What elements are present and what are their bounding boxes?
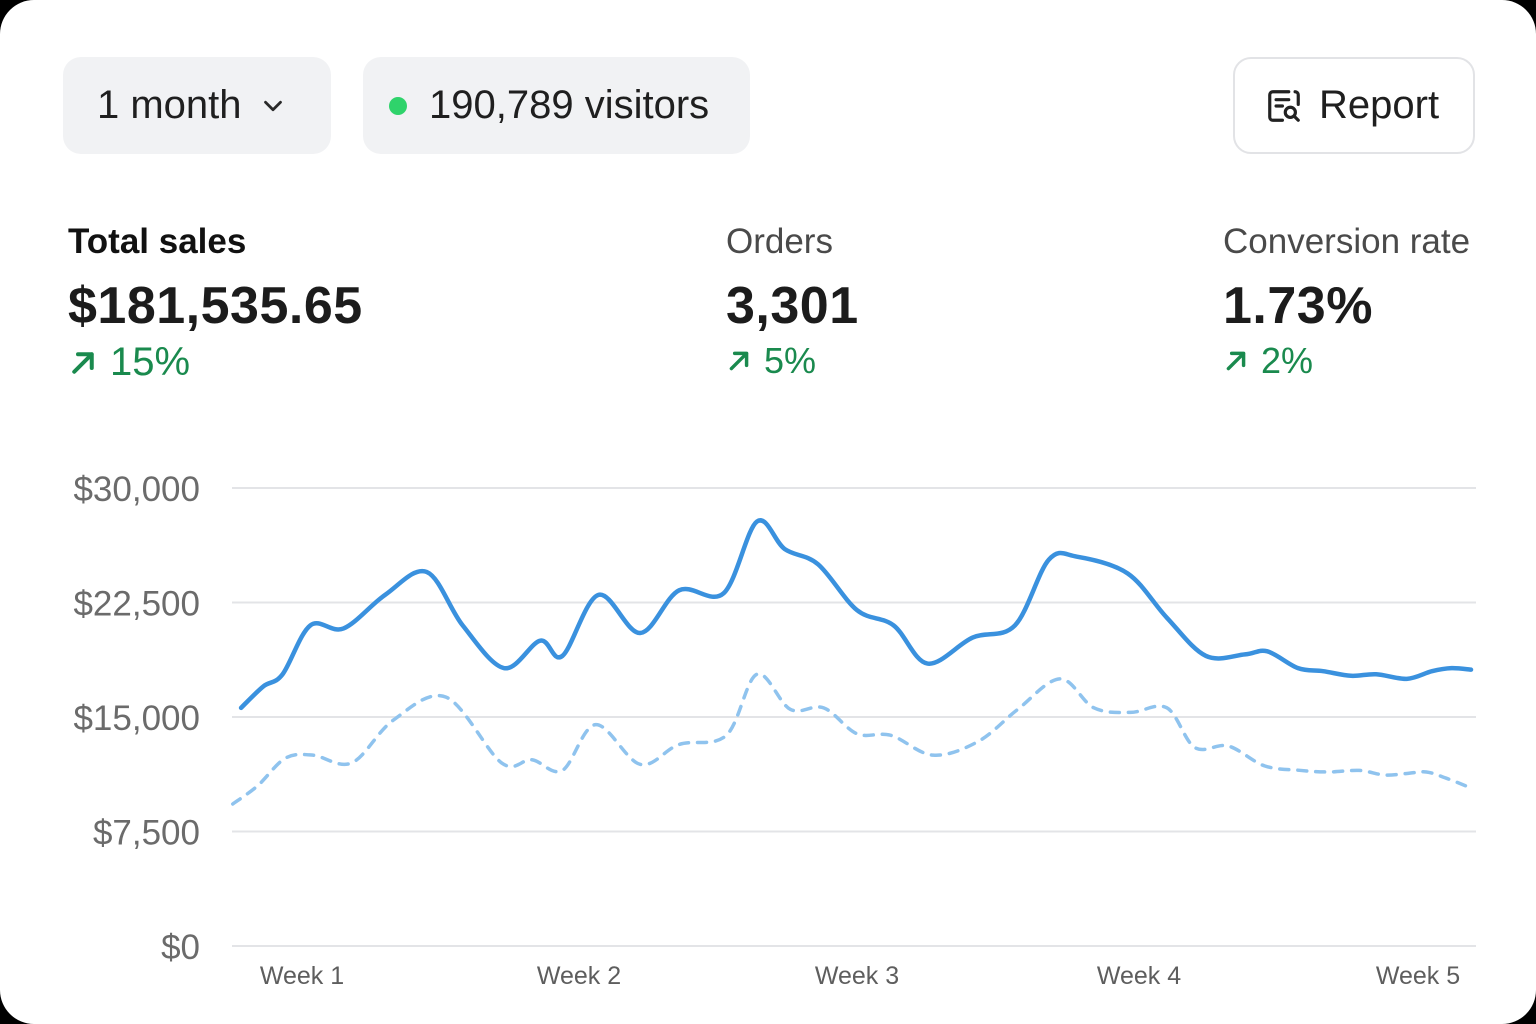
x-tick-label: Week 4 xyxy=(1097,962,1181,990)
series-line-previous xyxy=(231,672,1468,806)
date-range-dropdown[interactable]: 1 month xyxy=(63,57,331,154)
metric-delta: 5% xyxy=(726,340,859,382)
metric-label: Orders xyxy=(726,222,833,261)
x-tick-label: Week 3 xyxy=(815,962,899,990)
arrow-up-right-icon xyxy=(1226,351,1246,371)
sales-line-chart: $0 $7,500 $15,000 $22,500 $30,000 Week 1 Week … xyxy=(73,470,1476,990)
metric-label: Total sales xyxy=(68,222,247,261)
metric-value: $181,535.65 xyxy=(68,277,363,335)
arrow-up-right-icon xyxy=(729,351,749,371)
metric-delta-value: 15% xyxy=(110,340,191,384)
x-tick-label: Week 1 xyxy=(260,962,344,990)
metric-delta: 15% xyxy=(68,340,363,385)
arrow-up-right-icon xyxy=(72,351,94,374)
report-button-label: Report xyxy=(1319,83,1440,127)
report-button[interactable]: Report xyxy=(1233,57,1475,154)
metric-total-sales[interactable]: Total sales $181,535.65 15% xyxy=(68,222,363,385)
visitors-label: 190,789 visitors xyxy=(429,83,710,127)
x-tick-label: Week 5 xyxy=(1376,962,1460,990)
metric-label: Conversion rate xyxy=(1223,222,1471,261)
x-tick-label: Week 2 xyxy=(537,962,621,990)
metric-delta-value: 5% xyxy=(764,340,817,381)
y-tick-label: $22,500 xyxy=(73,585,200,624)
y-tick-label: $15,000 xyxy=(73,699,200,738)
metric-delta: 2% xyxy=(1223,340,1470,382)
y-tick-label: $0 xyxy=(161,928,200,967)
metric-value: 1.73% xyxy=(1223,277,1373,335)
y-tick-label: $7,500 xyxy=(93,814,200,853)
visitors-badge: 190,789 visitors xyxy=(363,57,750,154)
metric-conversion-rate[interactable]: Conversion rate 1.73% 2% xyxy=(1223,222,1470,382)
y-tick-label: $30,000 xyxy=(73,470,200,509)
live-status-dot xyxy=(389,96,407,115)
metric-delta-value: 2% xyxy=(1261,340,1314,381)
report-search-icon xyxy=(1265,86,1305,126)
chevron-down-icon xyxy=(258,91,288,121)
metric-value: 3,301 xyxy=(726,277,859,335)
series-line-current xyxy=(238,518,1474,711)
date-range-label: 1 month xyxy=(97,83,242,127)
metric-orders[interactable]: Orders 3,301 5% xyxy=(726,222,859,382)
